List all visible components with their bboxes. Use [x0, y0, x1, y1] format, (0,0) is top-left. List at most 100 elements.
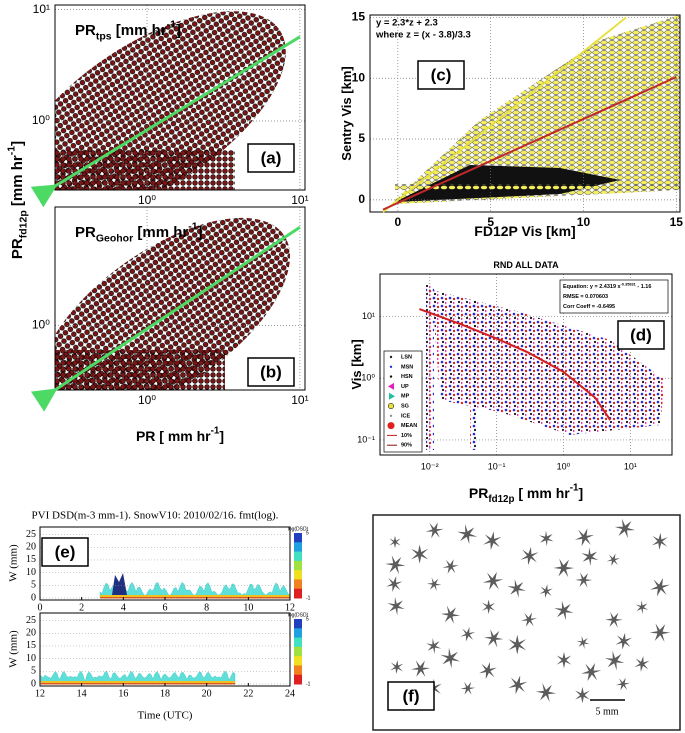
text-part: tps: [96, 30, 112, 42]
x-tick-label: 22: [243, 688, 253, 699]
text-part: FD12P Vis [km]: [474, 223, 575, 239]
y-axis-label: W (mm): [8, 630, 20, 668]
y-tick-label: 10: [26, 653, 36, 664]
heatmap-area: [41, 683, 235, 685]
y-tick-label: 15: [352, 10, 366, 24]
text-part: Equation: y = 2.4319 x: [563, 284, 622, 290]
chart-title: PVI DSD(m-3 mm-1). SnowV10: 2010/02/16. …: [32, 510, 279, 522]
text-part: ]: [9, 141, 26, 146]
legend-marker: [387, 402, 395, 410]
x-tick-label: 0: [395, 215, 402, 229]
x-tick-label: 20: [202, 688, 212, 699]
colorbar-segment: [294, 665, 302, 676]
x-tick-label: 10⁰: [557, 461, 571, 471]
plot-frame: [379, 273, 673, 456]
text-part: PR: [469, 485, 488, 501]
y-tick-label: 0: [358, 192, 365, 206]
y-tick-label: 10⁰: [361, 373, 375, 383]
panel-label-box: [41, 537, 89, 567]
text-part: ]: [198, 224, 203, 241]
colorbar-segment: [294, 579, 302, 590]
colorbar-segment: [294, 674, 302, 685]
panel-label-box: [387, 681, 435, 711]
x-tick-label: 10: [243, 602, 253, 613]
text-part: -1: [5, 146, 17, 155]
text-part: -1: [188, 220, 197, 232]
x-tick-label: 6: [163, 602, 168, 613]
y-axis-label: W (mm): [8, 544, 20, 582]
y-tick-label: 10: [26, 567, 36, 578]
colorbar-label: log(DSD): [288, 612, 309, 618]
plot-frame: [54, 206, 306, 391]
x-axis-label: PR [ mm hr-1]: [136, 425, 224, 443]
x-tick-label: 5: [487, 215, 494, 229]
y-tick-label: 0: [31, 678, 36, 689]
heatmap-area: [100, 597, 290, 599]
legend-marker: [389, 365, 393, 368]
panel-label-box: [247, 357, 295, 387]
colorbar-segment: [294, 542, 302, 553]
panel-label: (b): [260, 362, 282, 381]
legend-label: MEAN: [401, 423, 417, 429]
text-part: fd12p: [17, 210, 29, 238]
x-tick-label: 16: [118, 688, 128, 699]
colorbar-segment: [294, 533, 302, 543]
x-tick-label: 4: [121, 602, 126, 613]
colorbar-segment: [294, 656, 302, 666]
text-part: Corr Coeff = -0.6495: [563, 304, 615, 310]
heatmap-area: [100, 595, 290, 598]
text-part: ]: [176, 22, 181, 39]
text-part: PR [ mm hr: [136, 428, 211, 444]
text-part: Vis [km]: [349, 339, 364, 389]
legend-label: 90%: [401, 443, 412, 449]
colorbar-tick-label: 5: [306, 530, 309, 536]
y-tick-label: 0: [31, 592, 36, 603]
y-tick-label: 15: [26, 640, 36, 651]
text-part: -0.35831: [621, 283, 637, 287]
legend-label: MSN: [401, 364, 413, 370]
legend-marker: [389, 355, 393, 359]
x-tick-label: 10⁻²: [421, 461, 439, 471]
colorbar-segment: [294, 551, 302, 562]
fit-line: [382, 16, 627, 213]
annotation: where z = (x - 3.8)/3.3: [375, 30, 471, 41]
x-tick-label: 18: [160, 688, 170, 699]
colorbar-segment: [294, 646, 302, 657]
y-tick-label: 5: [358, 131, 365, 145]
legend-marker: [388, 382, 394, 390]
text-part: -1: [167, 18, 176, 30]
x-tick-label: 10¹: [291, 193, 308, 207]
legend-marker: [387, 422, 395, 430]
annotation: Equation: y = 2.4319 x-0.35831 - 1.16: [563, 283, 651, 291]
annotation: y = 2.3*z + 2.3: [376, 18, 438, 29]
y-axis-label: Sentry Vis [km]: [339, 66, 354, 160]
y-tick-label: 15: [26, 554, 36, 565]
text-part: [mm hr: [9, 155, 26, 210]
x-axis-label: Time (UTC): [138, 710, 193, 722]
text-part: fd12p: [488, 493, 514, 504]
text-part: ]: [578, 485, 583, 501]
chart-title: PRGeohor [mm hr-1]: [75, 220, 203, 244]
plot-frame: [39, 612, 291, 687]
legend-label: MP: [401, 394, 410, 400]
y-tick-label: 10: [352, 70, 366, 84]
annotation: Corr Coeff = -0.6495: [563, 304, 615, 310]
heatmap-area: [40, 670, 236, 685]
x-tick-label: 0: [38, 602, 43, 613]
x-tick-label: 10⁰: [138, 193, 156, 207]
y-tick-label: 10¹: [33, 2, 50, 16]
annotation-box: [559, 279, 669, 314]
colorbar-tick-label: -1: [306, 681, 311, 687]
text-part: RND ALL DATA: [493, 260, 559, 270]
chart-title: PRtps [mm hr-1]: [75, 18, 181, 42]
legend-marker: [389, 375, 393, 378]
x-tick-label: 10⁻¹: [488, 461, 506, 471]
text-part: RMSE = 0.070603: [563, 294, 608, 300]
heatmap-area: [99, 582, 291, 599]
panel-label: (a): [261, 148, 282, 167]
legend-marker: [389, 414, 393, 417]
colorbar-label: log(DSD): [288, 526, 309, 532]
x-tick-label: 15: [670, 215, 684, 229]
text-part: ]: [219, 428, 224, 444]
